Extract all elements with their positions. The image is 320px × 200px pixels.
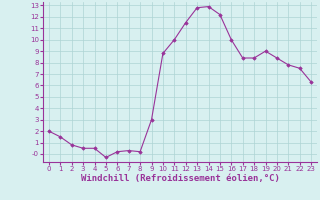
X-axis label: Windchill (Refroidissement éolien,°C): Windchill (Refroidissement éolien,°C) (81, 174, 279, 183)
